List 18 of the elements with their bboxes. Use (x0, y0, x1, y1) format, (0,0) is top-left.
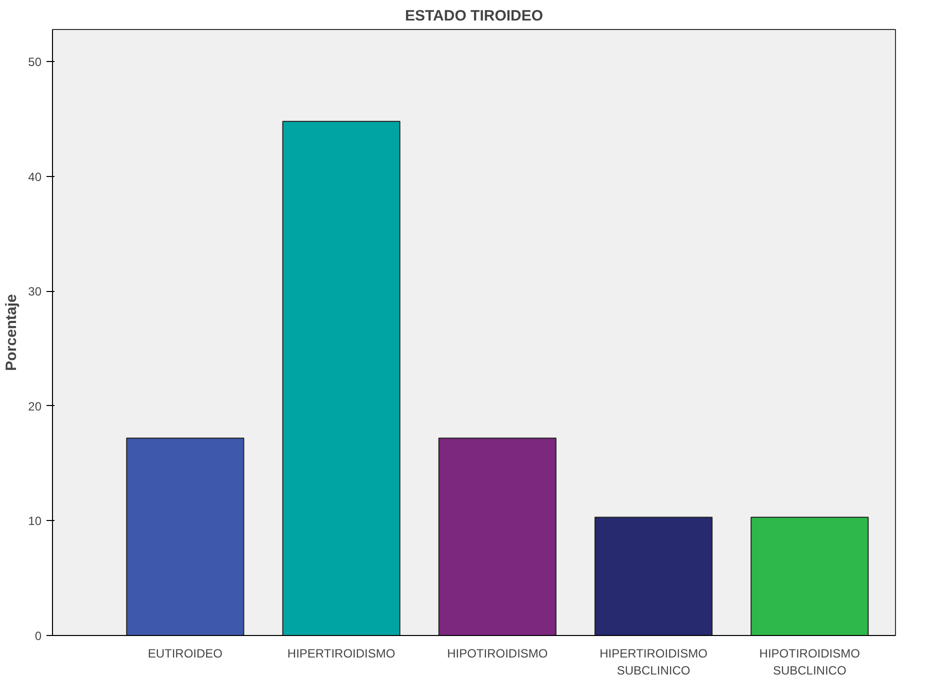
chart-title: ESTADO TIROIDEO (404, 8, 544, 24)
x-tick-label: EUTIROIDEO (148, 646, 223, 660)
bar (126, 438, 244, 636)
y-axis-title: Porcentaje (3, 294, 20, 371)
bar (594, 516, 713, 636)
y-tick-label: 30 (28, 284, 42, 299)
y-tick-label: 10 (28, 514, 42, 528)
x-tick-label: HIPOTIROIDISMO (447, 646, 548, 660)
y-tick-label: 50 (28, 55, 42, 70)
bar (438, 438, 556, 636)
x-tick-label: HIPERTIROIDISMO (287, 646, 396, 660)
y-tick-label: 20 (28, 399, 42, 414)
x-tick-label: HIPOTIROIDISMO SUBCLINICO (759, 646, 860, 678)
y-tick-label: 0 (34, 629, 42, 643)
y-tick-label: 40 (28, 170, 42, 184)
bar (282, 120, 400, 636)
bar (750, 516, 869, 636)
x-tick-label: HIPERTIROIDISMO SUBCLINICO (600, 646, 708, 678)
